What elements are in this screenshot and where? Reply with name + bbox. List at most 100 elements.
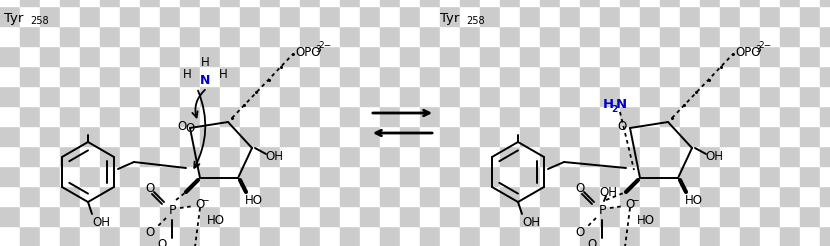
Bar (680, 166, 700, 186)
Bar (820, 146, 830, 166)
Bar (720, 66, 740, 86)
Bar (620, 226, 640, 246)
Bar (720, 0, 740, 6)
Bar (460, 206, 480, 226)
Bar (700, 86, 720, 106)
Bar (280, 226, 300, 246)
Bar (320, 186, 340, 206)
Bar (0, 146, 20, 166)
Bar (200, 206, 220, 226)
Text: P: P (598, 203, 606, 216)
Bar (480, 86, 500, 106)
Bar (360, 46, 380, 66)
Bar (600, 146, 620, 166)
Bar (680, 46, 700, 66)
Bar (540, 26, 560, 46)
Bar (620, 0, 640, 6)
Bar (80, 6, 100, 26)
Bar (740, 86, 760, 106)
Bar (40, 66, 60, 86)
Bar (300, 146, 320, 166)
Bar (720, 6, 740, 26)
Bar (240, 126, 260, 146)
Bar (740, 166, 760, 186)
Bar (220, 0, 240, 6)
Bar (520, 206, 540, 226)
Bar (100, 26, 120, 46)
Bar (540, 146, 560, 166)
Bar (520, 46, 540, 66)
Bar (760, 206, 780, 226)
Bar (540, 186, 560, 206)
Bar (740, 106, 760, 126)
Bar (100, 126, 120, 146)
Bar (60, 106, 80, 126)
Bar (780, 46, 800, 66)
Bar (420, 146, 440, 166)
Bar (260, 166, 280, 186)
Bar (0, 66, 20, 86)
Bar (120, 0, 140, 6)
Text: OPO: OPO (735, 46, 760, 59)
Bar (200, 126, 220, 146)
Bar (820, 46, 830, 66)
Bar (400, 146, 420, 166)
Text: 258: 258 (30, 16, 49, 26)
Bar (180, 6, 200, 26)
Bar (420, 126, 440, 146)
Bar (180, 186, 200, 206)
Bar (440, 186, 460, 206)
Bar (400, 206, 420, 226)
Bar (60, 186, 80, 206)
Bar (380, 66, 400, 86)
Bar (380, 26, 400, 46)
Bar (420, 106, 440, 126)
Bar (140, 66, 160, 86)
Text: −: − (201, 196, 209, 206)
Bar (460, 126, 480, 146)
Bar (440, 46, 460, 66)
Bar (760, 106, 780, 126)
Bar (160, 146, 180, 166)
Bar (560, 106, 580, 126)
Text: N: N (615, 98, 627, 111)
Bar (400, 86, 420, 106)
Bar (580, 106, 600, 126)
Bar (760, 66, 780, 86)
Bar (780, 226, 800, 246)
Bar (520, 186, 540, 206)
Bar (480, 126, 500, 146)
Bar (600, 106, 620, 126)
Bar (600, 86, 620, 106)
Bar (800, 26, 820, 46)
Bar (480, 106, 500, 126)
Bar (60, 46, 80, 66)
Bar (140, 86, 160, 106)
Bar (440, 146, 460, 166)
Bar (540, 226, 560, 246)
Bar (680, 6, 700, 26)
Bar (80, 126, 100, 146)
Bar (460, 186, 480, 206)
Bar (740, 0, 760, 6)
Bar (20, 166, 40, 186)
Bar (800, 106, 820, 126)
Bar (260, 86, 280, 106)
Bar (480, 6, 500, 26)
Bar (420, 46, 440, 66)
Bar (660, 126, 680, 146)
Bar (100, 66, 120, 86)
Bar (640, 26, 660, 46)
Bar (620, 26, 640, 46)
Bar (700, 186, 720, 206)
Bar (640, 86, 660, 106)
Bar (380, 206, 400, 226)
Bar (80, 86, 100, 106)
Bar (240, 6, 260, 26)
Bar (820, 226, 830, 246)
Text: O: O (158, 239, 167, 246)
Bar (500, 26, 520, 46)
Bar (220, 166, 240, 186)
Text: P: P (168, 203, 176, 216)
Bar (420, 166, 440, 186)
